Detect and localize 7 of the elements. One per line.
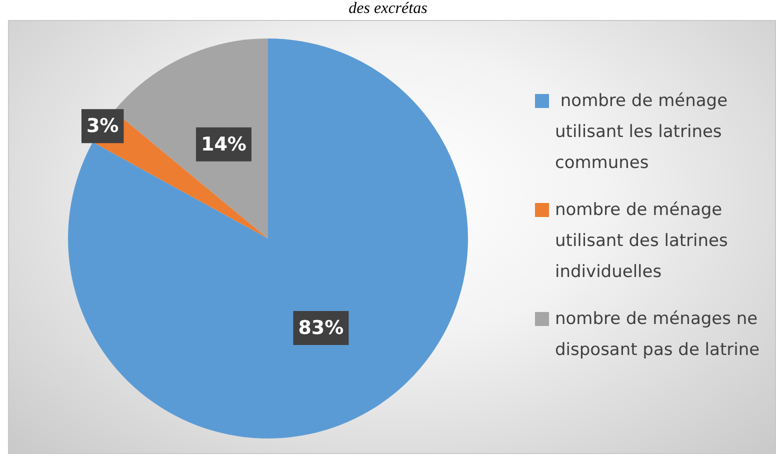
chart-title: des excrétas (348, 0, 428, 18)
legend-label: nombre de ménages ne disposant pas de latrine (555, 308, 761, 362)
data-label: 3% (86, 115, 119, 138)
data-label: 83% (298, 316, 344, 339)
legend-label: nombre de ménage utilisant les latrines communes (555, 90, 729, 175)
data-label: 14% (200, 133, 246, 156)
legend-label: nombre de ménage utilisant des latrines individuelles (555, 199, 729, 284)
